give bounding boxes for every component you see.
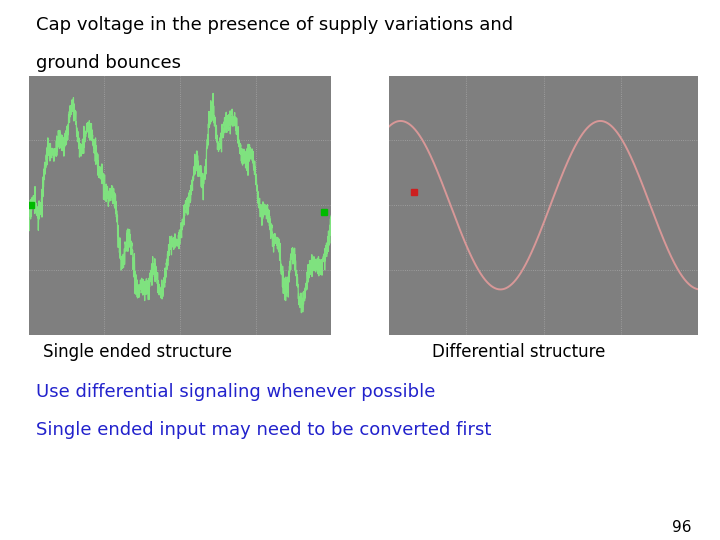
Text: ground bounces: ground bounces bbox=[36, 54, 181, 72]
Text: Use differential signaling whenever possible: Use differential signaling whenever poss… bbox=[36, 383, 436, 401]
Text: Differential structure: Differential structure bbox=[432, 343, 606, 361]
Text: Cap voltage in the presence of supply variations and: Cap voltage in the presence of supply va… bbox=[36, 16, 513, 34]
Text: 96: 96 bbox=[672, 519, 691, 535]
Text: Single ended structure: Single ended structure bbox=[43, 343, 232, 361]
Text: Single ended input may need to be converted first: Single ended input may need to be conver… bbox=[36, 421, 491, 439]
